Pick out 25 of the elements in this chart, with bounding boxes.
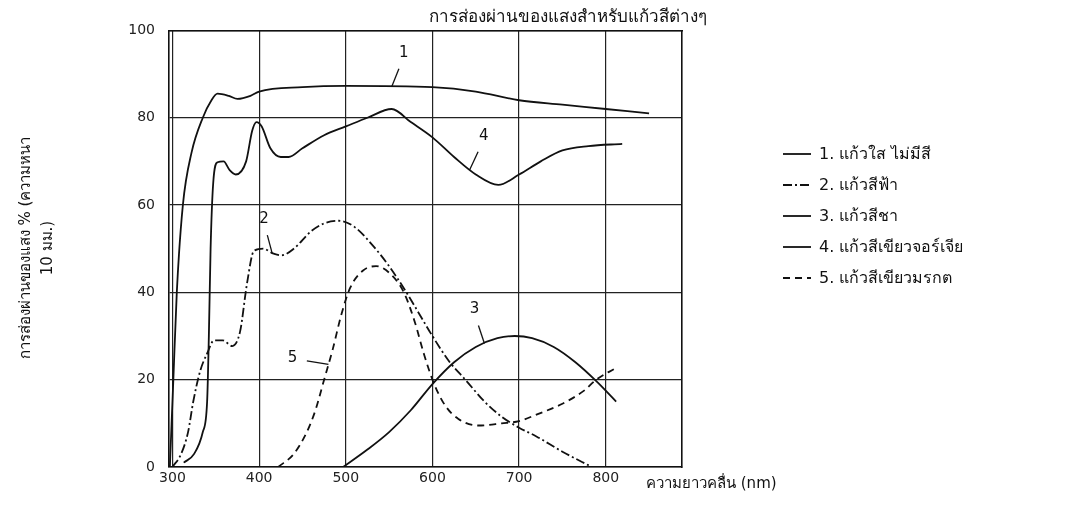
annotation: 3 <box>469 299 480 318</box>
y-tick-label: 60 <box>137 195 155 212</box>
chart-title: การส่องผ่านของแสงสำหรับแก้วสีต่างๆ <box>428 5 708 28</box>
y-tick-label: 20 <box>137 370 155 387</box>
annotation: 1 <box>398 42 409 61</box>
annotation: 4 <box>478 125 489 144</box>
x-tick-label: 400 <box>245 469 273 486</box>
x-tick-label: 800 <box>592 469 620 486</box>
legend-label: 5. แก้วสีเขียวมรกต <box>819 267 953 289</box>
annotation: 5 <box>287 348 298 367</box>
y-axis-title: การส่องผ่านของแสง % (ความหนา 10 มม.) <box>15 135 57 362</box>
x-tick-label: 700 <box>505 469 533 486</box>
x-axis-title: ความยาวคลื่น (nm) <box>646 472 777 494</box>
x-tick-label: 300 <box>159 469 186 486</box>
annotation: 2 <box>259 208 269 227</box>
x-tick-label: 600 <box>419 469 446 486</box>
x-tick-label: 500 <box>332 469 360 486</box>
y-tick-label: 40 <box>137 283 155 299</box>
legend-label: 3. แก้วสีชา <box>819 205 899 227</box>
legend-label: 2. แก้วสีฟ้า <box>819 174 899 196</box>
y-tick-label: 100 <box>128 21 155 38</box>
legend-label: 4. แก้วสีเขียวจอร์เจีย <box>819 236 964 258</box>
legend-label: 1. แก้วใส ไม่มีสี <box>819 143 932 165</box>
y-tick-label: 80 <box>137 108 155 125</box>
y-tick-label: 0 <box>146 457 155 474</box>
